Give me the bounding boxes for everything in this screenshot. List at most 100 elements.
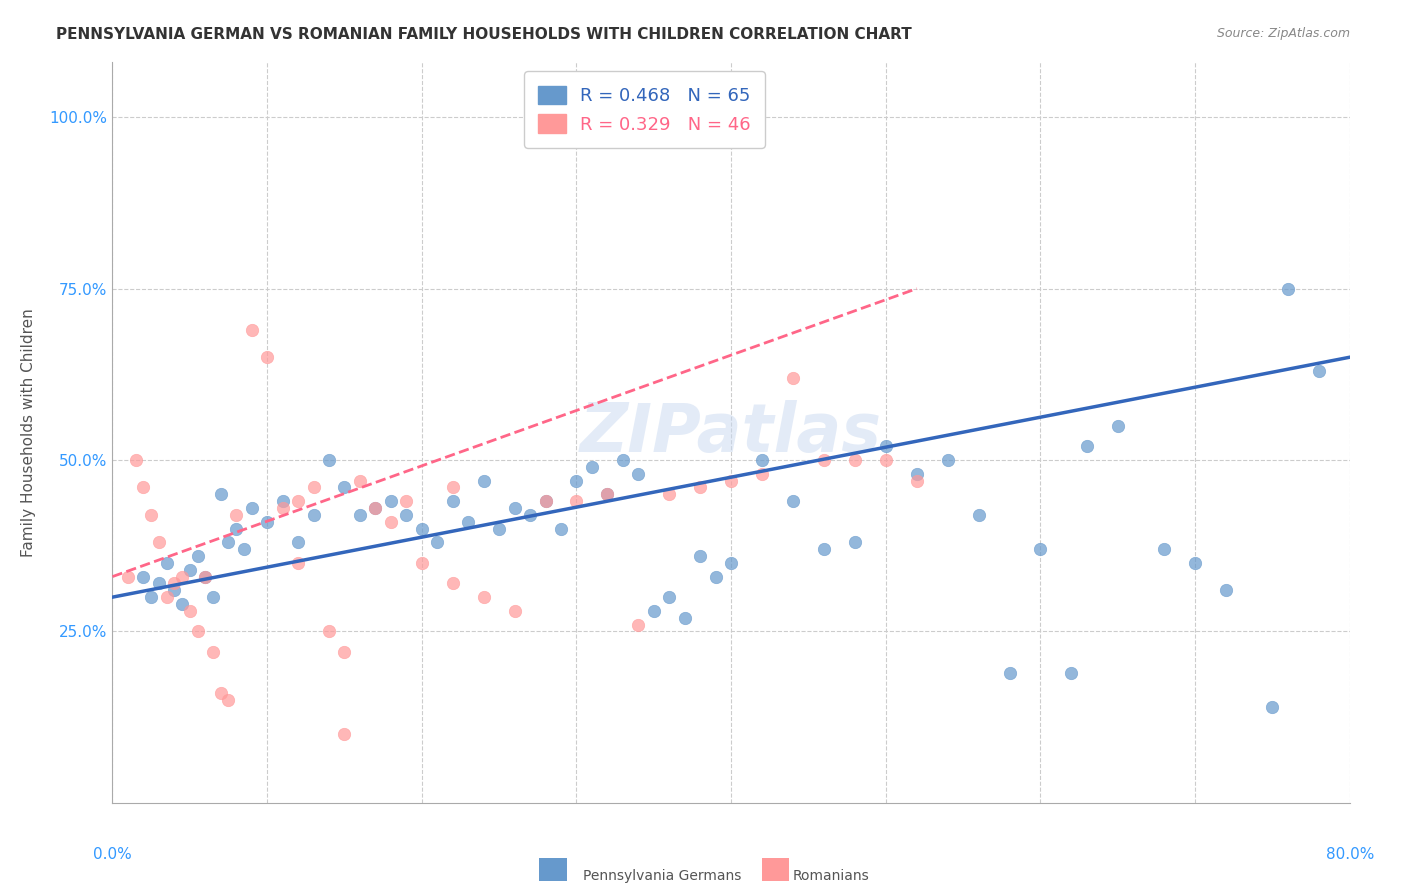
Point — [209, 686, 232, 700]
Point — [488, 522, 510, 536]
Point — [967, 508, 990, 522]
Point — [117, 569, 139, 583]
Point — [179, 563, 201, 577]
Point — [998, 665, 1021, 680]
Point — [364, 501, 387, 516]
Point — [333, 727, 356, 741]
Text: Pennsylvania Germans: Pennsylvania Germans — [582, 870, 741, 883]
Point — [194, 569, 217, 583]
Point — [472, 590, 495, 604]
Point — [472, 474, 495, 488]
Point — [689, 480, 711, 494]
Point — [256, 350, 278, 364]
Point — [124, 453, 148, 467]
Point — [333, 480, 356, 494]
Point — [364, 501, 387, 516]
Point — [186, 624, 209, 639]
Text: Romanians: Romanians — [793, 870, 870, 883]
Point — [550, 522, 572, 536]
Point — [395, 494, 418, 508]
Point — [1184, 556, 1206, 570]
Point — [596, 487, 619, 501]
Point — [287, 494, 309, 508]
Point — [302, 508, 325, 522]
Point — [596, 487, 619, 501]
Point — [240, 323, 263, 337]
Point — [720, 474, 742, 488]
Point — [411, 556, 433, 570]
Point — [1215, 583, 1237, 598]
Point — [1277, 282, 1299, 296]
Point — [240, 501, 263, 516]
Point — [141, 590, 163, 604]
Point — [875, 453, 897, 467]
Point — [225, 522, 247, 536]
Point — [163, 583, 186, 598]
Point — [256, 515, 278, 529]
Point — [519, 508, 541, 522]
Point — [271, 494, 294, 508]
Point — [395, 508, 418, 522]
Point — [751, 453, 773, 467]
Point — [271, 501, 294, 516]
Text: ZIPatlas: ZIPatlas — [581, 400, 882, 466]
Legend: R = 0.468   N = 65, R = 0.329   N = 46: R = 0.468 N = 65, R = 0.329 N = 46 — [524, 71, 765, 148]
Text: Source: ZipAtlas.com: Source: ZipAtlas.com — [1216, 27, 1350, 40]
Bar — [762, 858, 789, 880]
Point — [457, 515, 479, 529]
Point — [441, 494, 464, 508]
Point — [217, 693, 239, 707]
Point — [658, 487, 681, 501]
Point — [441, 480, 464, 494]
Point — [302, 480, 325, 494]
Point — [411, 522, 433, 536]
Point — [905, 467, 928, 481]
Point — [936, 453, 959, 467]
Point — [1029, 542, 1052, 557]
Point — [194, 569, 217, 583]
Point — [186, 549, 209, 563]
Point — [172, 569, 194, 583]
Text: 80.0%: 80.0% — [1326, 847, 1374, 863]
Point — [318, 624, 340, 639]
Point — [534, 494, 557, 508]
Point — [612, 453, 634, 467]
Point — [155, 590, 177, 604]
Point — [318, 453, 340, 467]
Point — [132, 480, 155, 494]
Point — [172, 597, 194, 611]
Point — [148, 576, 170, 591]
Bar — [540, 858, 567, 880]
Point — [627, 467, 650, 481]
Point — [1261, 699, 1284, 714]
Point — [441, 576, 464, 591]
Point — [565, 474, 588, 488]
Point — [658, 590, 681, 604]
Point — [380, 515, 402, 529]
Point — [782, 494, 804, 508]
Point — [209, 487, 232, 501]
Point — [875, 439, 897, 453]
Text: PENNSYLVANIA GERMAN VS ROMANIAN FAMILY HOUSEHOLDS WITH CHILDREN CORRELATION CHAR: PENNSYLVANIA GERMAN VS ROMANIAN FAMILY H… — [56, 27, 912, 42]
Point — [380, 494, 402, 508]
Point — [141, 508, 163, 522]
Point — [782, 371, 804, 385]
Point — [1308, 364, 1330, 378]
Point — [534, 494, 557, 508]
Point — [155, 556, 177, 570]
Point — [287, 535, 309, 549]
Point — [704, 569, 727, 583]
Point — [643, 604, 665, 618]
Point — [503, 604, 526, 618]
Point — [179, 604, 201, 618]
Point — [1153, 542, 1175, 557]
Point — [627, 617, 650, 632]
Point — [349, 508, 371, 522]
Point — [349, 474, 371, 488]
Point — [333, 645, 356, 659]
Point — [132, 569, 155, 583]
Point — [1060, 665, 1083, 680]
Point — [751, 467, 773, 481]
Point — [720, 556, 742, 570]
Point — [673, 610, 696, 624]
